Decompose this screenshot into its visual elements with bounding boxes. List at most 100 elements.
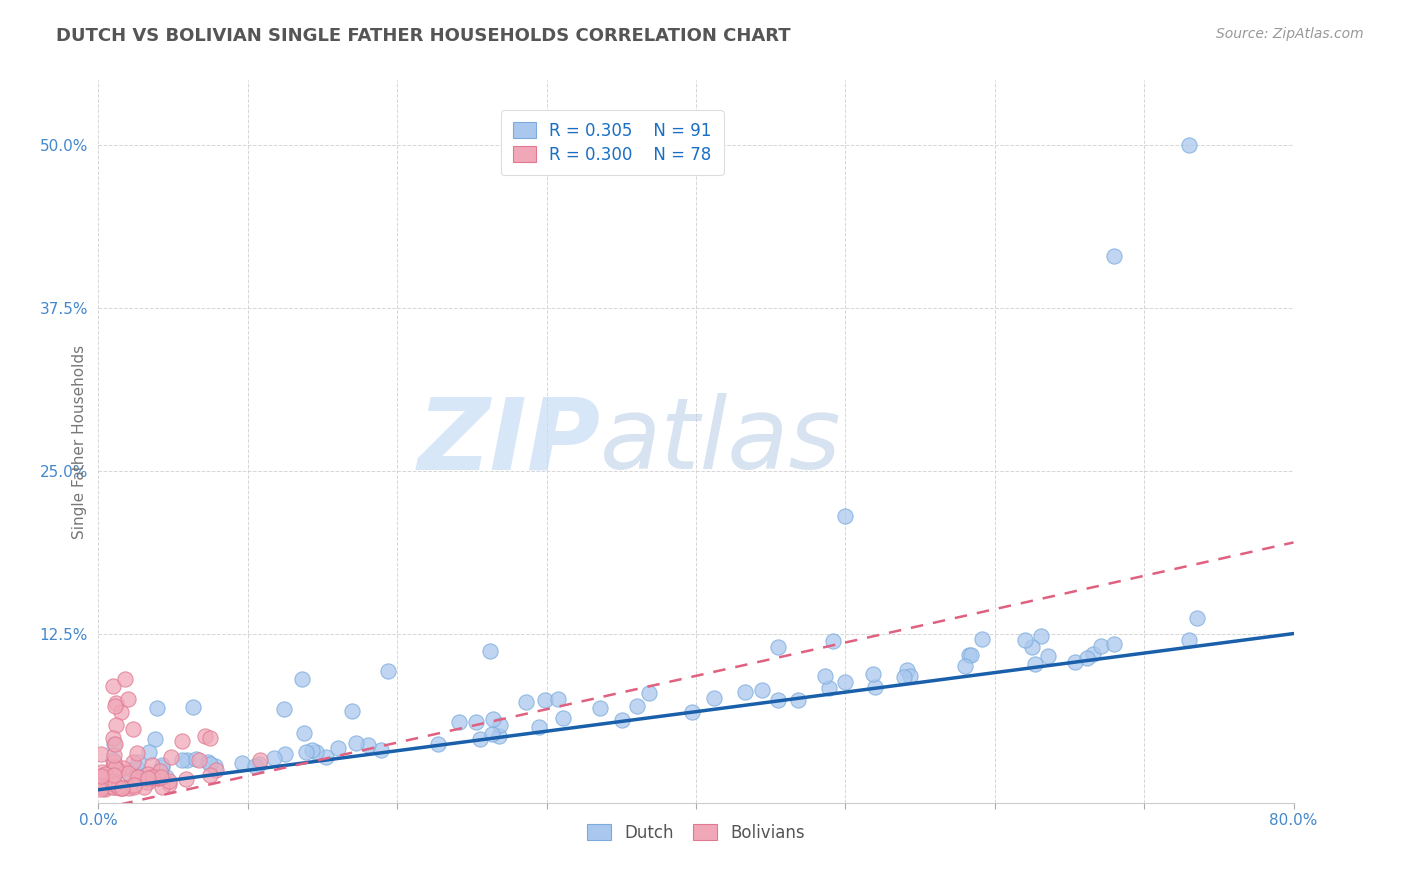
Point	[170, 753, 193, 767]
Point	[103, 737, 125, 751]
Point	[90, 765, 112, 780]
Point	[1178, 632, 1201, 647]
Point	[103, 780, 125, 794]
Point	[198, 767, 221, 781]
Point	[957, 648, 980, 662]
Point	[626, 699, 648, 714]
Point	[141, 757, 163, 772]
Point	[243, 759, 266, 773]
Point	[146, 771, 169, 785]
Point	[377, 664, 399, 678]
Point	[101, 759, 124, 773]
Point	[149, 764, 172, 778]
Point	[898, 669, 921, 683]
Point	[478, 644, 501, 658]
Point	[1064, 655, 1087, 669]
Point	[751, 683, 773, 698]
Point	[1024, 657, 1046, 672]
Point	[1038, 648, 1060, 663]
Point	[1076, 651, 1098, 665]
Point	[111, 761, 134, 775]
Point	[125, 746, 148, 760]
Point	[823, 634, 845, 648]
Point	[547, 692, 569, 706]
Point	[110, 780, 132, 795]
Point	[301, 743, 323, 757]
Point	[862, 666, 884, 681]
Point	[194, 729, 217, 743]
Point	[447, 714, 470, 729]
Point	[90, 781, 112, 796]
Text: Source: ZipAtlas.com: Source: ZipAtlas.com	[1216, 27, 1364, 41]
Point	[970, 632, 993, 646]
Point	[110, 705, 132, 719]
Point	[953, 658, 976, 673]
Point	[291, 673, 314, 687]
Point	[1014, 632, 1036, 647]
Point	[118, 768, 141, 782]
Point	[489, 718, 512, 732]
Point	[125, 760, 148, 774]
Point	[127, 770, 149, 784]
Point	[160, 749, 183, 764]
Point	[134, 771, 156, 785]
Point	[344, 736, 367, 750]
Point	[426, 737, 449, 751]
Point	[150, 758, 173, 772]
Point	[896, 663, 918, 677]
Point	[145, 771, 167, 785]
Point	[818, 681, 841, 695]
Point	[107, 763, 129, 777]
Point	[766, 693, 789, 707]
Point	[197, 755, 219, 769]
Point	[204, 759, 226, 773]
Point	[107, 780, 129, 794]
Text: ZIP: ZIP	[418, 393, 600, 490]
Point	[787, 693, 810, 707]
Point	[97, 774, 120, 789]
Point	[138, 772, 160, 786]
Point	[104, 737, 127, 751]
Point	[703, 691, 725, 706]
Point	[97, 772, 120, 787]
Point	[117, 766, 139, 780]
Point	[342, 704, 364, 718]
Point	[184, 752, 207, 766]
Point	[263, 751, 285, 765]
Point	[231, 756, 253, 771]
Point	[470, 731, 492, 746]
Point	[104, 761, 127, 775]
Point	[1031, 629, 1053, 643]
Point	[370, 743, 392, 757]
Point	[834, 675, 856, 690]
Point	[105, 717, 128, 731]
Point	[91, 777, 114, 791]
Point	[515, 695, 537, 709]
Point	[305, 745, 328, 759]
Point	[103, 747, 125, 762]
Point	[100, 773, 122, 788]
Point	[105, 696, 128, 710]
Point	[143, 732, 166, 747]
Point	[104, 777, 127, 791]
Point	[146, 771, 169, 785]
Point	[125, 770, 148, 784]
Point	[1104, 249, 1126, 263]
Point	[94, 766, 117, 780]
Point	[188, 753, 211, 767]
Point	[114, 672, 136, 686]
Point	[553, 711, 575, 725]
Text: atlas: atlas	[600, 393, 842, 490]
Y-axis label: Single Father Households: Single Father Households	[72, 344, 87, 539]
Point	[1021, 640, 1043, 654]
Point	[1090, 639, 1112, 653]
Point	[273, 702, 295, 716]
Point	[118, 780, 141, 795]
Point	[249, 753, 271, 767]
Point	[127, 755, 149, 769]
Point	[1104, 637, 1126, 651]
Point	[103, 753, 125, 767]
Point	[315, 749, 337, 764]
Point	[734, 685, 756, 699]
Point	[104, 698, 127, 713]
